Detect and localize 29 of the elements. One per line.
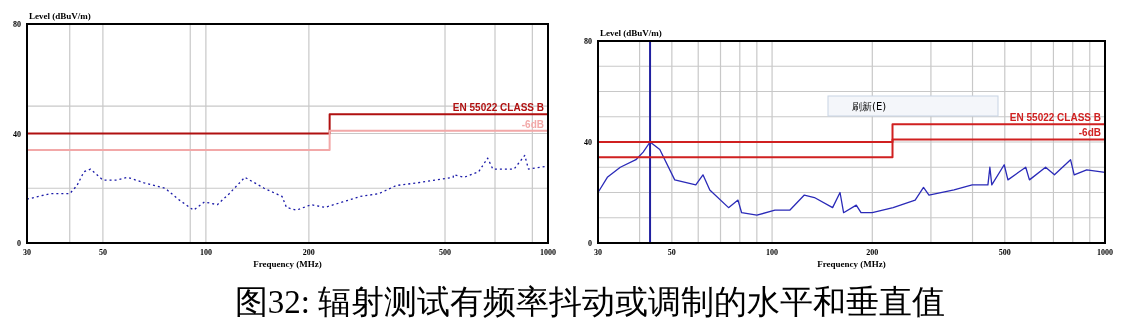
x-tick-label: 500: [439, 248, 452, 257]
y-tick-label: 80: [13, 20, 21, 29]
x-tick-label: 200: [866, 248, 879, 257]
x-tick-label: 30: [23, 248, 31, 257]
y-axis-title: Level (dBuV/m): [600, 28, 662, 38]
y-tick-label: 0: [17, 239, 21, 248]
x-tick-label: 200: [302, 248, 315, 257]
series-label: -6dB: [521, 118, 544, 130]
x-axis-title: Frequency (MHz): [253, 259, 322, 269]
series-label: -6dB: [1078, 127, 1101, 139]
y-tick-label: 80: [584, 37, 592, 46]
annotation: 刷新(E): [852, 101, 887, 112]
y-tick-label: 0: [588, 239, 592, 248]
x-tick-label: 100: [199, 248, 212, 257]
y-tick-label: 40: [584, 138, 592, 147]
picture-popup-menu: 刷新(E): [827, 95, 999, 117]
y-tick-label: 40: [13, 129, 21, 139]
x-tick-label: 100: [766, 248, 779, 257]
series-label: EN 55022 CLASS B: [1009, 112, 1101, 124]
x-axis-title: Frequency (MHz): [817, 259, 886, 269]
x-tick-label: 1000: [540, 248, 556, 257]
x-tick-label: 50: [667, 248, 676, 257]
x-tick-label: 500: [998, 248, 1011, 257]
x-tick-label: 1000: [1097, 248, 1113, 257]
x-tick-label: 50: [98, 248, 107, 257]
series-label: EN 55022 CLASS B: [452, 102, 544, 114]
y-axis-title: Level (dBuV/m): [29, 11, 91, 21]
x-tick-label: 30: [594, 248, 602, 257]
caption: 图32: 辐射测试有频率抖动或调制的水平和垂直值: [234, 284, 946, 320]
